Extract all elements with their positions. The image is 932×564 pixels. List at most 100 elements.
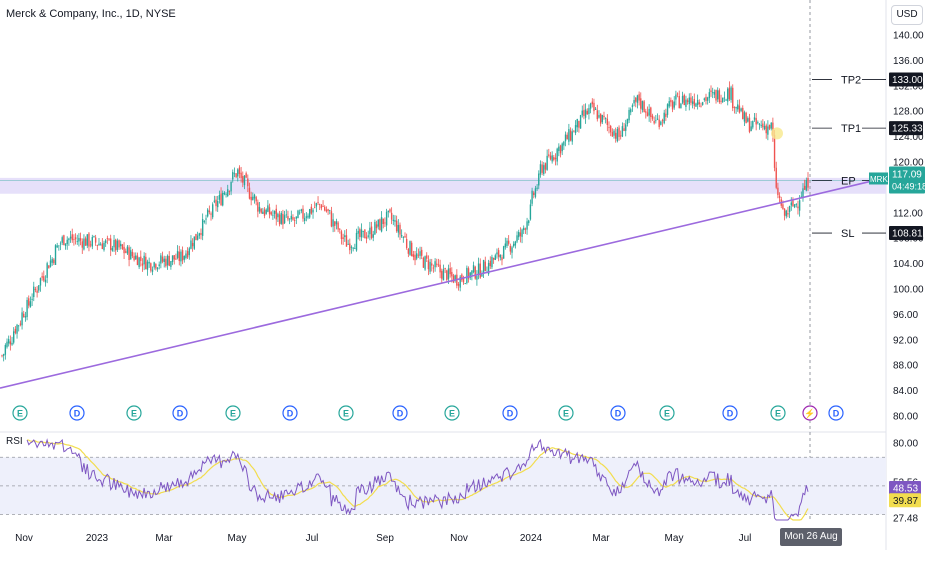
candle-body xyxy=(278,214,281,225)
event-marker-label: D xyxy=(74,409,81,419)
candle-body xyxy=(140,256,142,261)
candle-body xyxy=(728,87,731,100)
candle-body xyxy=(319,204,321,206)
event-marker-icon[interactable] xyxy=(502,405,518,421)
candle-body xyxy=(758,124,761,125)
event-marker-icon[interactable] xyxy=(12,405,28,421)
candle-body xyxy=(240,172,242,178)
candle-body xyxy=(675,94,677,100)
candle-body xyxy=(183,255,185,260)
price-tick-label: 112.00 xyxy=(893,208,923,219)
event-marker-icon[interactable] xyxy=(722,405,738,421)
candle-body xyxy=(156,267,159,270)
event-marker-icon[interactable] xyxy=(69,405,85,421)
event-marker-icon[interactable] xyxy=(610,405,626,421)
candle-body xyxy=(732,87,734,109)
candle-body xyxy=(322,206,324,208)
candle-body xyxy=(293,220,296,221)
candle-body xyxy=(191,242,194,247)
event-marker-icon[interactable] xyxy=(802,405,818,421)
event-marker-icon[interactable] xyxy=(126,405,142,421)
support-zone xyxy=(0,177,886,194)
candle-body xyxy=(549,155,552,160)
candle-body xyxy=(441,270,443,279)
candle-body xyxy=(449,268,451,275)
event-marker-icon[interactable] xyxy=(172,405,188,421)
candle-body xyxy=(320,205,323,209)
candle-body xyxy=(198,233,201,236)
event-marker-icon[interactable] xyxy=(392,405,408,421)
candle-body xyxy=(138,257,140,268)
x-tick-label: Mar xyxy=(155,533,173,544)
candle-body xyxy=(594,108,597,110)
candle-body xyxy=(315,203,318,207)
candle-body xyxy=(566,134,568,140)
candle-body xyxy=(536,187,538,189)
candle-body xyxy=(471,270,473,275)
candle-body xyxy=(4,345,7,355)
candle-body xyxy=(507,240,510,244)
candle-body xyxy=(512,243,515,247)
candle-body xyxy=(506,240,508,247)
event-marker-icon[interactable] xyxy=(659,405,675,421)
level-label-tp2: TP2 xyxy=(841,74,861,86)
candle-body xyxy=(218,194,221,200)
candle-body xyxy=(409,241,411,255)
price-tick-label: 84.00 xyxy=(893,386,918,397)
candle-body xyxy=(523,227,525,231)
candle-body xyxy=(308,209,311,218)
candle-body xyxy=(501,257,503,261)
candle-body xyxy=(362,230,364,232)
event-marker-icon[interactable] xyxy=(770,405,786,421)
candle-body xyxy=(257,202,259,212)
level-label-ep: EP xyxy=(841,176,856,188)
candle-body xyxy=(290,215,292,220)
candle-body xyxy=(604,118,607,119)
candle-body xyxy=(151,269,154,272)
event-marker-label: D xyxy=(397,409,404,419)
candle-body xyxy=(665,113,667,117)
candle-body xyxy=(131,251,134,257)
rsi-pane-label: RSI xyxy=(6,436,23,447)
candle-body xyxy=(686,100,689,102)
candle-body xyxy=(407,248,410,254)
currency-button[interactable]: USD xyxy=(891,5,923,25)
candle-body xyxy=(166,255,169,266)
candle-body xyxy=(668,101,670,107)
event-marker-icon[interactable] xyxy=(444,405,460,421)
candle-body xyxy=(298,212,301,214)
candle-body xyxy=(770,122,772,129)
candle-body xyxy=(685,99,687,107)
candle-body xyxy=(578,121,580,128)
candle-body xyxy=(558,146,560,152)
candle-body xyxy=(533,192,535,196)
candle-body xyxy=(126,246,129,254)
candle-body xyxy=(325,209,328,212)
candle-body xyxy=(753,117,756,120)
candle-body xyxy=(584,109,587,118)
candle-body xyxy=(635,97,637,102)
event-marker-icon[interactable] xyxy=(282,405,298,421)
x-tick-label: Jul xyxy=(739,533,752,544)
candle-body xyxy=(568,129,570,142)
candle-body xyxy=(78,237,80,242)
candle-body xyxy=(519,232,522,237)
candle-body xyxy=(705,96,707,101)
event-marker-icon[interactable] xyxy=(225,405,241,421)
candle-body xyxy=(581,110,583,116)
event-marker-icon[interactable] xyxy=(828,405,844,421)
event-marker-icon[interactable] xyxy=(338,405,354,421)
candle-body xyxy=(404,236,406,238)
candle-body xyxy=(220,193,222,206)
candle-body xyxy=(94,237,97,243)
candle-body xyxy=(710,90,712,92)
candle-body xyxy=(2,354,5,356)
chart-canvas[interactable]: 140.00136.00132.00128.00124.00120.00116.… xyxy=(0,0,932,550)
candle-body xyxy=(730,87,732,101)
price-tick-label: 140.00 xyxy=(893,31,924,42)
event-marker-icon[interactable] xyxy=(558,405,574,421)
candle-body xyxy=(389,209,391,212)
candle-body xyxy=(18,325,20,327)
candle-body xyxy=(656,118,659,120)
